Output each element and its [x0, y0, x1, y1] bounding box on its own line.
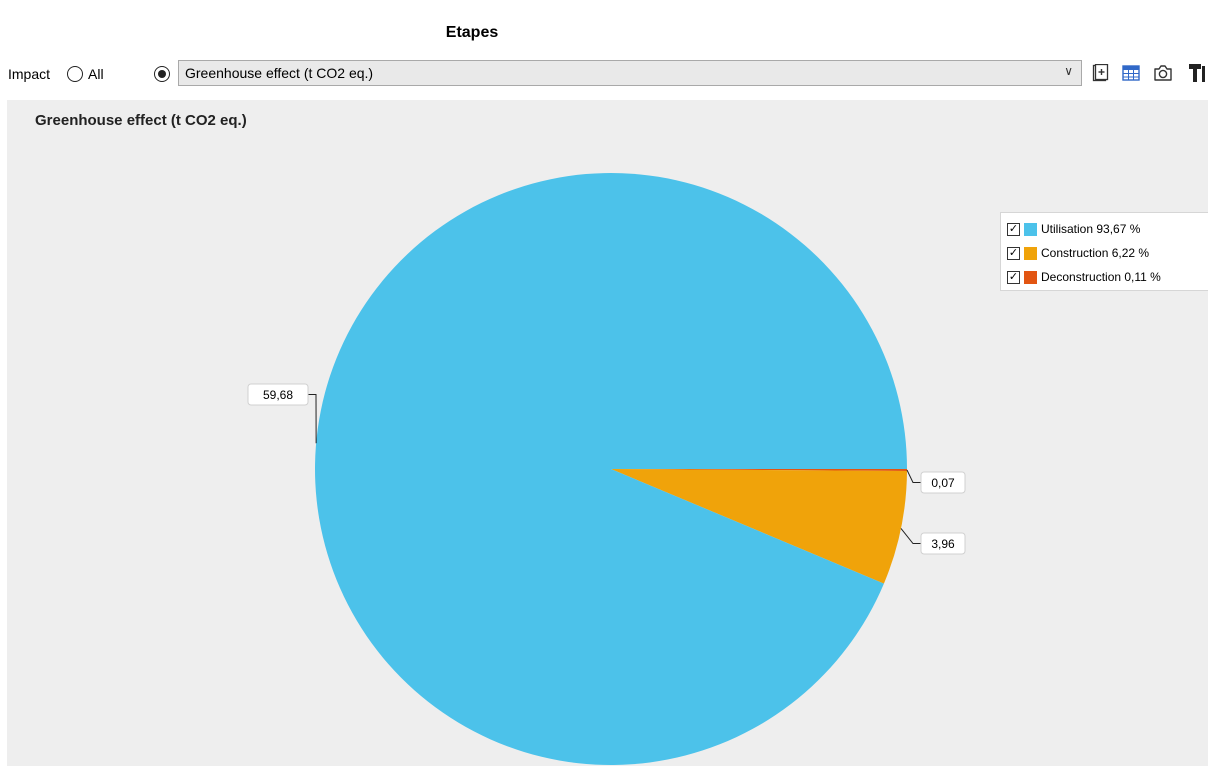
- pie-slice-utilisation[interactable]: [315, 172, 907, 766]
- checkbox-icon[interactable]: ✓: [1007, 246, 1020, 260]
- impact-dropdown-value: Greenhouse effect (t CO2 eq.): [185, 65, 374, 81]
- paint-icon[interactable]: [1187, 62, 1208, 84]
- pie-slice-construction[interactable]: [611, 469, 907, 584]
- pie-slice-deconstruction[interactable]: [611, 469, 907, 472]
- leader-line: [906, 469, 921, 483]
- checkbox-icon[interactable]: ✓: [1007, 270, 1020, 284]
- data-label-box: [247, 383, 309, 406]
- data-label-construction: 3,96: [931, 537, 955, 551]
- legend-label: Utilisation 93,67 %: [1041, 222, 1141, 236]
- legend-swatch: [1024, 246, 1037, 260]
- legend-item-utilisation[interactable]: ✓ Utilisation 93,67 %: [1007, 220, 1140, 238]
- impact-label: Impact: [8, 66, 51, 82]
- data-label-deconstruction: 0,07: [931, 476, 955, 490]
- radio-all-label[interactable]: All: [88, 66, 104, 82]
- radio-all[interactable]: [67, 66, 83, 82]
- chart-area: Greenhouse effect (t CO2 eq.) 59,68 3,96 0…: [7, 100, 1208, 766]
- data-label-box: [920, 471, 966, 494]
- leader-line: [900, 528, 921, 544]
- legend-swatch: [1024, 270, 1037, 284]
- impact-toolbar: Impact All Greenhouse effect (t CO2 eq.)…: [7, 60, 1208, 88]
- chart-legend: ✓ Utilisation 93,67 % ✓ Construction 6,2…: [1000, 212, 1208, 291]
- table-icon[interactable]: [1120, 62, 1142, 84]
- impact-dropdown[interactable]: Greenhouse effect (t CO2 eq.) ∨: [178, 60, 1082, 86]
- radio-impact-select[interactable]: [154, 66, 170, 82]
- legend-label: Construction 6,22 %: [1041, 246, 1150, 260]
- legend-label: Deconstruction 0,11 %: [1041, 270, 1161, 284]
- legend-item-deconstruction[interactable]: ✓ Deconstruction 0,11 %: [1007, 268, 1161, 286]
- data-label-box: [920, 532, 966, 555]
- checkbox-icon[interactable]: ✓: [1007, 222, 1020, 236]
- add-sheet-icon[interactable]: [1089, 62, 1111, 84]
- chevron-down-icon[interactable]: ∨: [1064, 64, 1073, 78]
- chart-title: Greenhouse effect (t CO2 eq.): [35, 112, 247, 129]
- leader-line: [308, 394, 317, 444]
- data-label-utilisation: 59,68: [263, 388, 293, 402]
- pie-chart: 59,68 3,96 0,07: [247, 172, 966, 766]
- legend-item-construction[interactable]: ✓ Construction 6,22 %: [1007, 244, 1149, 262]
- chart-window: Etapes Impact All Greenhouse effect (t C…: [7, 0, 1208, 766]
- page-title: Etapes: [445, 24, 499, 41]
- legend-swatch: [1024, 222, 1037, 236]
- camera-icon[interactable]: [1152, 62, 1174, 84]
